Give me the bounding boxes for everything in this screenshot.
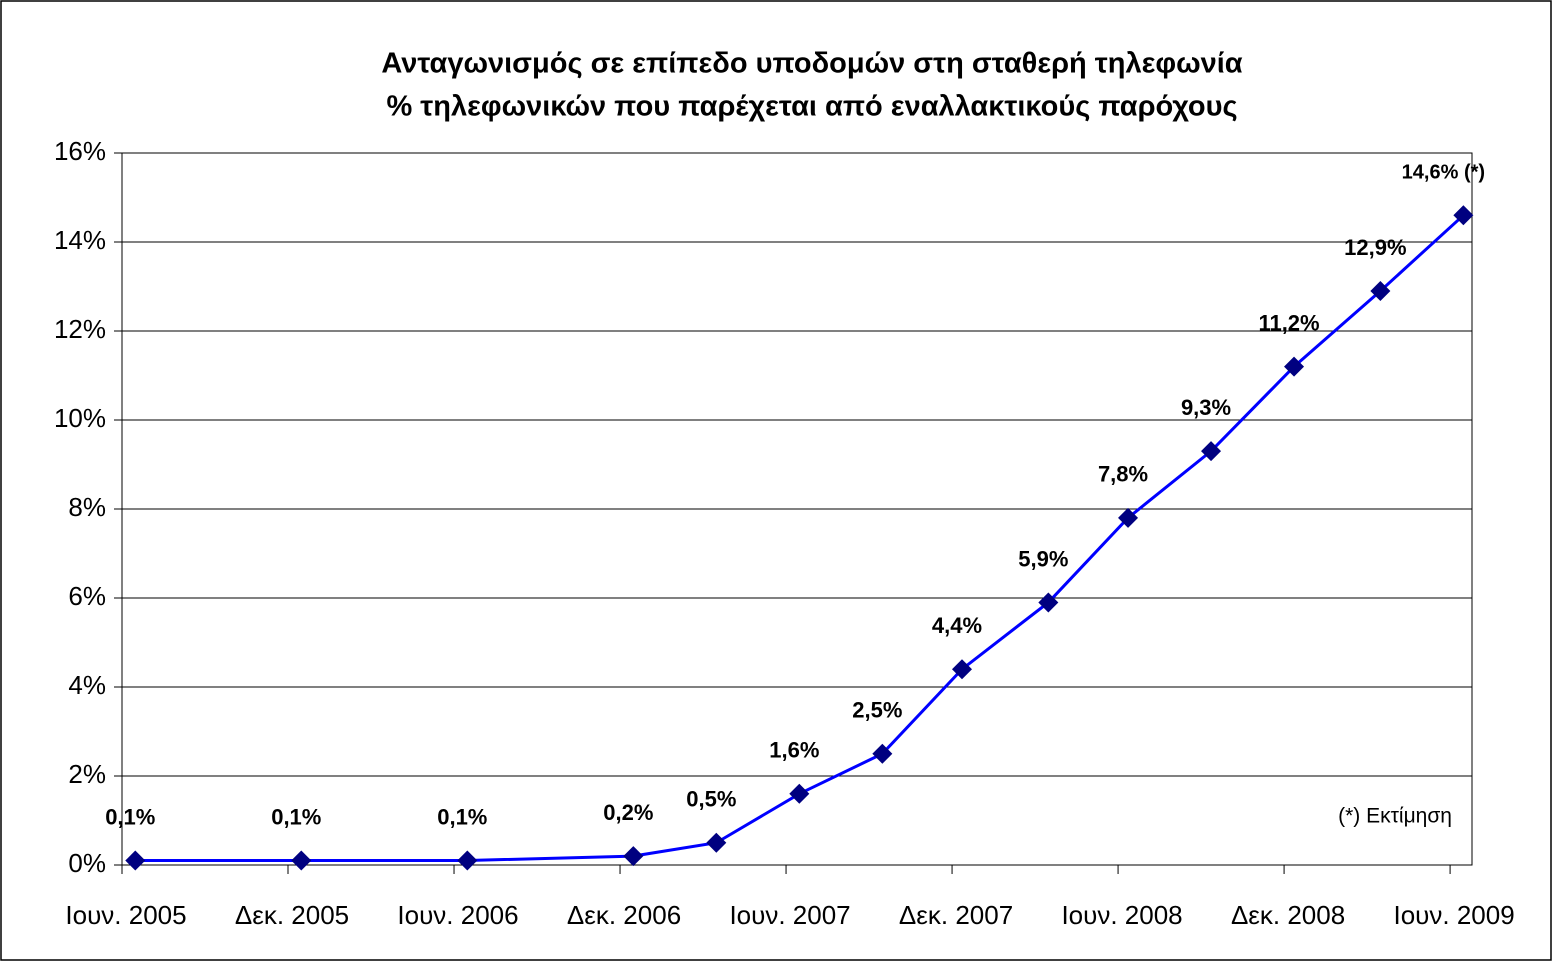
x-tick-label: Ιουν. 2007 [729, 900, 850, 930]
data-label: 0,2% [603, 800, 653, 825]
annotation: (*) Εκτίμηση [1338, 805, 1452, 828]
data-label: 11,2% [1258, 310, 1319, 335]
y-tick-label: 0% [68, 848, 106, 878]
x-tick-label: Δεκ. 2005 [235, 900, 349, 930]
x-tick-label: Δεκ. 2008 [1231, 900, 1345, 930]
marker [952, 659, 973, 680]
marker [623, 846, 644, 867]
marker [457, 850, 478, 871]
y-tick-label: 16% [54, 136, 106, 166]
chart-title: Ανταγωνισμός σε επίπεδο υποδομών στη στα… [381, 48, 1242, 80]
y-tick-label: 8% [68, 492, 106, 522]
marker [706, 832, 727, 853]
data-label: 4,4% [932, 613, 982, 638]
x-tick-label: Ιουν. 2009 [1393, 900, 1514, 930]
x-tick-label: Δεκ. 2006 [567, 900, 681, 930]
marker [789, 783, 810, 804]
y-tick-label: 2% [68, 759, 106, 789]
marker [872, 743, 893, 764]
x-tick-label: Ιουν. 2008 [1061, 900, 1182, 930]
marker [125, 850, 146, 871]
marker [1201, 441, 1222, 462]
data-label: 0,5% [686, 787, 736, 812]
y-tick-label: 14% [54, 225, 106, 255]
chart-subtitle: % τηλεφωνικών που παρέχεται από εναλλακτ… [386, 91, 1237, 123]
x-tick-label: Ιουν. 2006 [397, 900, 518, 930]
marker [1038, 592, 1059, 613]
data-label: 14,6% (*) [1402, 162, 1485, 184]
x-tick-label: Ιουν. 2005 [65, 900, 186, 930]
plot-area [121, 152, 1473, 866]
marker [1118, 507, 1139, 528]
data-label: 9,3% [1181, 395, 1231, 420]
data-label: 1,6% [769, 738, 819, 763]
data-label: 7,8% [1098, 462, 1148, 487]
marker [1284, 356, 1305, 377]
data-label: 5,9% [1018, 546, 1068, 571]
data-label: 0,1% [437, 804, 487, 829]
y-tick-label: 10% [54, 403, 106, 433]
data-label: 12,9% [1344, 235, 1406, 260]
y-tick-label: 6% [68, 581, 106, 611]
marker [1370, 280, 1391, 301]
line [135, 214, 1465, 863]
y-tick-label: 12% [54, 314, 106, 344]
data-label: 2,5% [852, 698, 902, 723]
data-label: 0,1% [271, 804, 321, 829]
y-tick-label: 4% [68, 670, 106, 700]
data-label: 0,1% [105, 804, 155, 829]
x-tick-label: Δεκ. 2007 [899, 900, 1013, 930]
marker [291, 850, 312, 871]
marker [1453, 205, 1474, 226]
